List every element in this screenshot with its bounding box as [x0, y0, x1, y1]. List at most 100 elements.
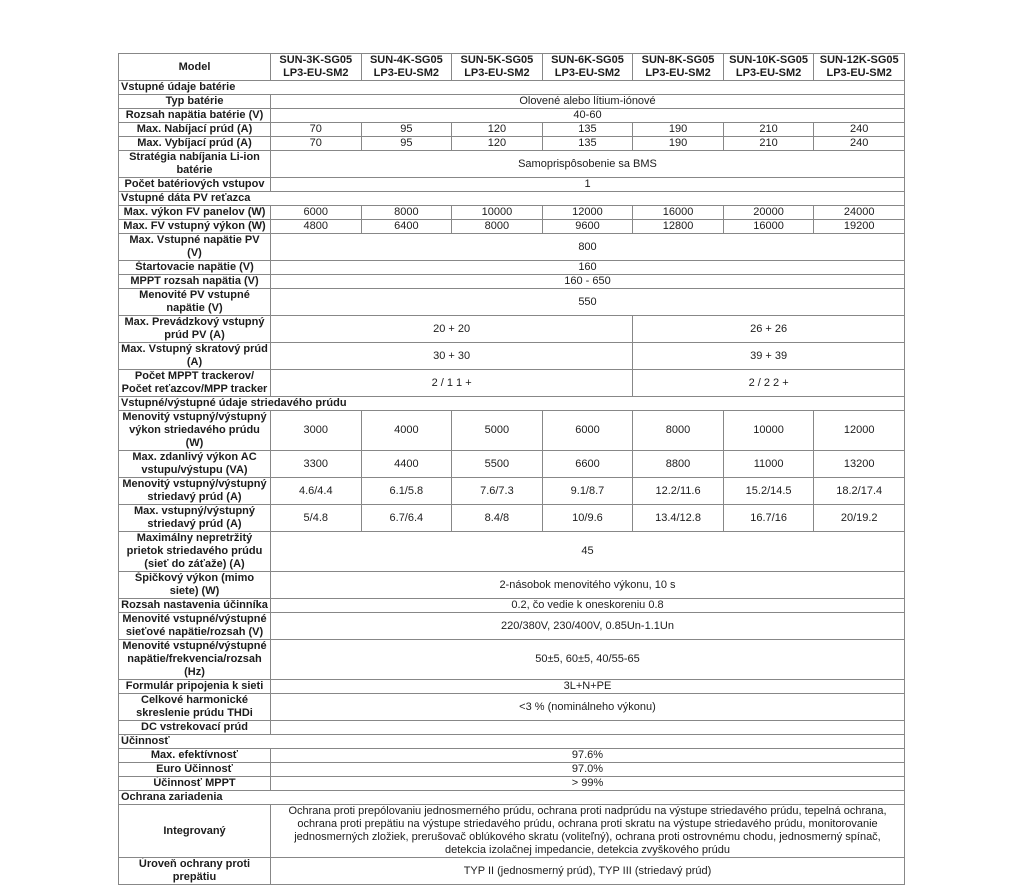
spec-row: Celkové harmonické skreslenie prúdu THDi… [118, 693, 905, 721]
spec-value: 2 / 2 2 + [632, 369, 905, 397]
spec-value: 45 [270, 531, 905, 572]
spec-value: 6.1/5.8 [360, 477, 453, 505]
spec-value: 4400 [360, 450, 453, 478]
row-label: Stratégia nabíjania Li-ion batérie [118, 150, 271, 178]
spec-value: 135 [541, 122, 634, 137]
spec-row: Max. Vstupné napätie PV (V) 800 [118, 233, 905, 261]
spec-value: 8000 [632, 410, 724, 451]
row-label: Menovitý vstupný/výstupný výkon striedav… [118, 410, 271, 451]
spec-value: 240 [813, 122, 905, 137]
spec-row: Rozsah nastavenia účinníka 0.2, čo vedie … [118, 598, 905, 613]
row-label: Max. vstupný/výstupný striedavý prúd (A) [118, 504, 271, 532]
section-row: Vstupné dáta PV reťazca [118, 191, 905, 206]
spec-value: 16000 [632, 205, 724, 220]
spec-value: 20000 [722, 205, 815, 220]
spec-row: Úroveň ochrany proti prepätiu TYP II (jed… [118, 857, 905, 885]
row-label: Rozsah napätia batérie (V) [118, 108, 271, 123]
row-label: Počet batériových vstupov [118, 177, 271, 192]
model-header-cell: Model [118, 53, 271, 81]
section-header: Vstupné/výstupné údaje striedavého prúdu [118, 396, 905, 411]
header-row: Model SUN-3K-SG05 LP3-EU-SM2 SUN-4K-SG05 … [118, 53, 905, 81]
row-label: Účinnosť MPPT [118, 776, 271, 791]
spec-value: 2-násobok menovitého výkonu, 10 s [270, 571, 905, 599]
spec-row: Špičkový výkon (mimo siete) (W) 2-násobok… [118, 571, 905, 599]
spec-row: Max. zdanlivý výkon AC vstupu/výstupu (V… [118, 450, 905, 478]
spec-value: 4000 [360, 410, 453, 451]
row-label: Menovité vstupné/výstupné sieťové napäti… [118, 612, 271, 640]
spec-value: 190 [632, 122, 724, 137]
row-label: Rozsah nastavenia účinníka [118, 598, 271, 613]
spec-value: 3L+N+PE [270, 679, 905, 694]
row-label: Celkové harmonické skreslenie prúdu THDi [118, 693, 271, 721]
spec-value: 20/19.2 [813, 504, 905, 532]
spec-value: 8000 [360, 205, 453, 220]
section-header: Vstupné údaje batérie [118, 80, 905, 95]
spec-value: 24000 [813, 205, 905, 220]
row-label: Menovitý vstupný/výstupný striedavý prúd… [118, 477, 271, 505]
spec-value: 30 + 30 [269, 342, 634, 370]
row-label: Max. Vybíjací prúd (A) [118, 136, 271, 151]
spec-row: DC vstrekovací prúd [118, 720, 905, 735]
spec-value: 12800 [632, 219, 724, 234]
spec-value: 160 - 650 [270, 274, 905, 289]
row-label: Max. efektívnosť [118, 748, 271, 763]
spec-value: 12000 [813, 410, 905, 451]
section-header: Ochrana zariadenia [118, 790, 905, 805]
spec-value: 10000 [722, 410, 815, 451]
spec-value: 9600 [541, 219, 634, 234]
spec-value: 97.0% [270, 762, 905, 777]
section-row: Vstupné údaje batérie [118, 80, 905, 95]
spec-table-body: Vstupné údaje batérie Typ batérie Olovené … [118, 80, 905, 885]
row-label: Max. zdanlivý výkon AC vstupu/výstupu (V… [118, 450, 271, 478]
row-label: Formulár pripojenia k sieti [118, 679, 271, 694]
spec-value: 70 [270, 122, 362, 137]
spec-value: 6400 [360, 219, 453, 234]
spec-row: Menovitý vstupný/výstupný striedavý prúd… [118, 477, 905, 505]
row-label: Maximálny nepretržitý prietok striedavéh… [118, 531, 271, 572]
row-label: DC vstrekovací prúd [118, 720, 271, 735]
spec-value: 2 / 1 1 + [269, 369, 634, 397]
spec-value: 8800 [632, 450, 724, 478]
model-header-cell: SUN-4K-SG05 LP3-EU-SM2 [360, 53, 453, 81]
spec-value: <3 % (nominálneho výkonu) [270, 693, 905, 721]
spec-value: 8.4/8 [451, 504, 543, 532]
spec-row: Max. Vybíjací prúd (A) 70 95 120 135 190 210 24… [118, 136, 905, 151]
spec-value: 6.7/6.4 [360, 504, 453, 532]
row-label: Úroveň ochrany proti prepätiu [118, 857, 271, 885]
spec-value: 15.2/14.5 [722, 477, 815, 505]
spec-value: 135 [541, 136, 634, 151]
spec-value: 220/380V, 230/400V, 0.85Un-1.1Un [270, 612, 905, 640]
spec-value: 10/9.6 [541, 504, 634, 532]
row-label: MPPT rozsah napätia (V) [118, 274, 271, 289]
spec-value: 1 [270, 177, 905, 192]
spec-value: 6600 [541, 450, 634, 478]
spec-value: 3300 [270, 450, 362, 478]
spec-value: 11000 [722, 450, 815, 478]
spec-value: 160 [270, 260, 905, 275]
spec-value: Samoprispôsobenie sa BMS [270, 150, 905, 178]
spec-value: 16.7/16 [722, 504, 815, 532]
spec-row: Maximálny nepretržitý prietok striedavéh… [118, 531, 905, 572]
row-label: Max. Vstupný skratový prúd (A) [118, 342, 271, 370]
row-label: Menovité vstupné/výstupné napätie/frekve… [118, 639, 271, 680]
spec-row: Menovité vstupné/výstupné sieťové napäti… [118, 612, 905, 640]
spec-value: 5/4.8 [270, 504, 362, 532]
spec-value: 800 [270, 233, 905, 261]
spec-value: 13.4/12.8 [632, 504, 724, 532]
model-header-cell: SUN-12K-SG05 LP3-EU-SM2 [813, 53, 905, 81]
model-header-cell: SUN-8K-SG05 LP3-EU-SM2 [632, 53, 724, 81]
row-label: Štartovacie napätie (V) [118, 260, 271, 275]
row-label: Max. Vstupné napätie PV (V) [118, 233, 271, 261]
spec-sheet: Model SUN-3K-SG05 LP3-EU-SM2 SUN-4K-SG05 … [118, 53, 905, 885]
spec-row: Štartovacie napätie (V) 160 [118, 260, 905, 275]
spec-row: Max. FV vstupný výkon (W) 4800 6400 8000 960… [118, 219, 905, 234]
spec-value: 50±5, 60±5, 40/55-65 [270, 639, 905, 680]
spec-value: 95 [360, 122, 453, 137]
section-row: Účinnosť [118, 734, 905, 749]
spec-value [270, 720, 905, 735]
spec-row: MPPT rozsah napätia (V) 160 - 650 [118, 274, 905, 289]
spec-row: Max. Vstupný skratový prúd (A) 30 + 30 39 … [118, 342, 905, 370]
spec-value: 26 + 26 [632, 315, 905, 343]
row-label: Typ batérie [118, 94, 271, 109]
spec-row: Počet batériových vstupov 1 [118, 177, 905, 192]
